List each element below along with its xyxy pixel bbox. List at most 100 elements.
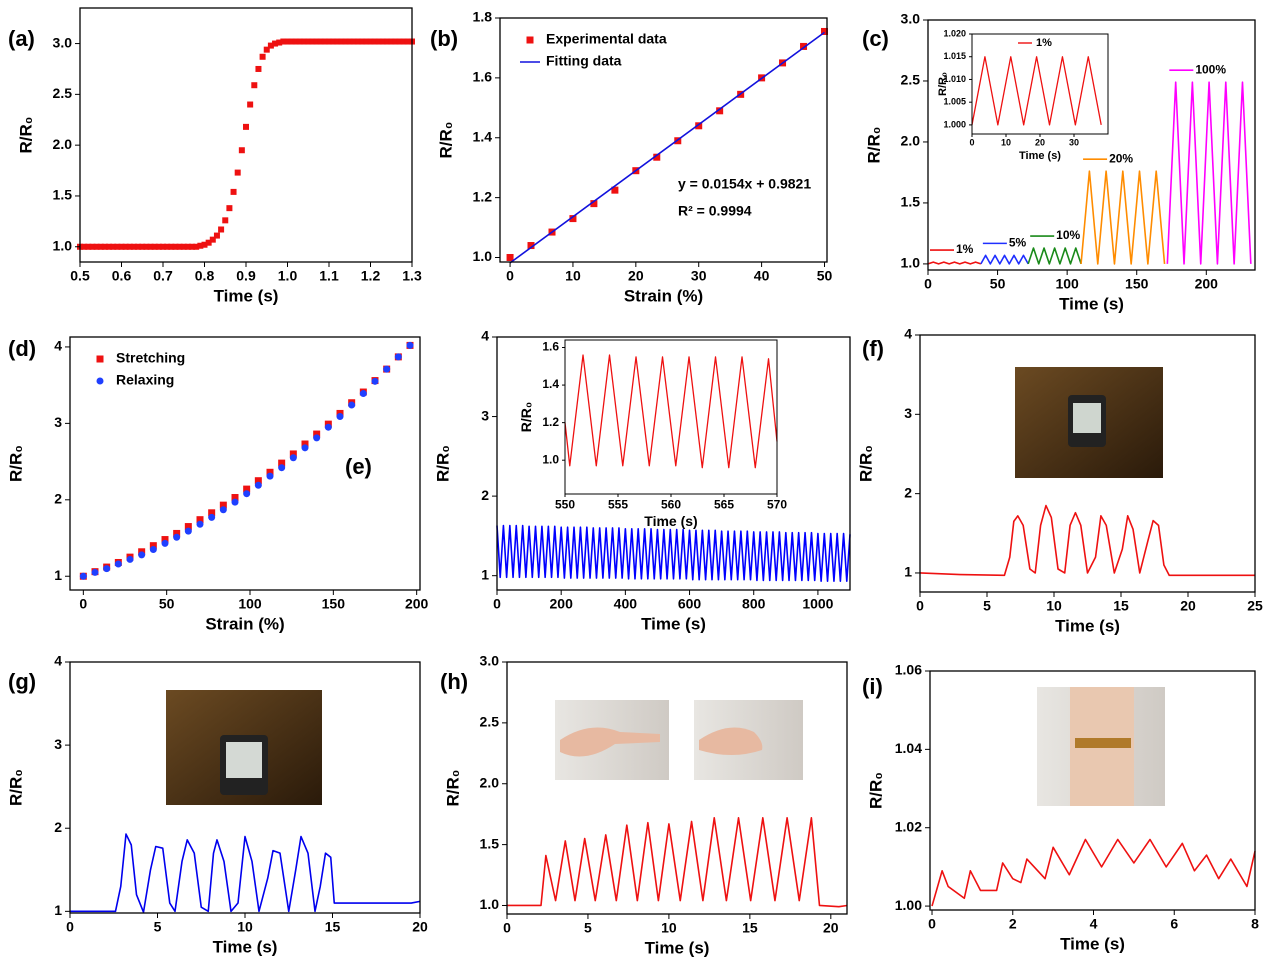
data-line	[919, 504, 1255, 577]
y-axis-title: R/R₀	[433, 445, 452, 482]
y-axis-title: R/R₀	[443, 770, 462, 807]
x-axis-title: Time (s)	[214, 286, 279, 305]
data-point	[326, 38, 332, 45]
data-point	[263, 46, 270, 53]
y-tick-label: 2	[481, 487, 489, 503]
x-tick-label: 1000	[802, 596, 833, 612]
x-tick-label: 1.0	[278, 268, 298, 284]
annotation: R² = 0.9994	[678, 203, 752, 219]
data-point	[189, 243, 196, 250]
data-point	[118, 243, 125, 250]
data-point	[196, 516, 204, 524]
data-point	[317, 38, 324, 45]
data-point	[346, 38, 353, 45]
data-point	[820, 27, 828, 35]
data-point	[126, 555, 134, 563]
x-tick-label: 10	[237, 919, 253, 935]
data-point	[289, 454, 297, 462]
x-tick-label: 0	[503, 920, 511, 936]
legend-label: 100%	[1195, 62, 1226, 76]
y-tick-label: 3	[54, 736, 62, 752]
data-line	[980, 254, 1029, 265]
x-tick-label: 20	[412, 919, 428, 935]
y-axis-title: R/R₀	[864, 127, 883, 164]
data-point	[371, 38, 378, 45]
panel-label: (h)	[440, 669, 468, 694]
data-point	[292, 38, 299, 45]
x-tick-label: 150	[1125, 276, 1149, 292]
data-point	[653, 153, 661, 161]
y-axis-title: R/R₀	[16, 117, 35, 154]
data-point	[396, 38, 403, 45]
plot-frame	[929, 670, 1256, 911]
data-point	[110, 243, 117, 250]
y-tick-label: 3.0	[901, 11, 921, 27]
data-point	[243, 490, 251, 498]
data-point	[313, 38, 320, 45]
legend-label: 20%	[1109, 151, 1133, 165]
data-point	[81, 243, 88, 250]
data-point	[205, 239, 212, 246]
data-point	[135, 243, 142, 250]
data-point	[254, 477, 262, 485]
y-tick-label: 1.00	[895, 897, 922, 913]
data-point	[288, 38, 295, 45]
data-point	[161, 539, 169, 547]
x-tick-label: 150	[322, 596, 346, 612]
data-point	[388, 38, 395, 45]
legend-label: Experimental data	[546, 31, 667, 47]
y-tick-label: 1.8	[473, 9, 493, 25]
data-point	[716, 107, 724, 115]
data-point	[384, 38, 391, 45]
x-tick-label: 4	[1090, 916, 1098, 932]
panel-label: (a)	[8, 26, 35, 51]
data-point	[267, 42, 274, 49]
x-tick-label: 0	[506, 268, 514, 284]
data-point	[371, 377, 379, 385]
x-tick-label: 10	[1046, 598, 1062, 614]
photo-h2	[694, 700, 803, 780]
plot-frame	[499, 17, 828, 263]
legend-label: Stretching	[116, 350, 185, 366]
data-point	[139, 243, 146, 250]
y-tick-label: 2.5	[901, 72, 921, 88]
data-point	[379, 38, 386, 45]
data-point	[218, 226, 225, 233]
x-tick-label: 20	[1180, 598, 1196, 614]
x-tick-label: 30	[691, 268, 707, 284]
y-tick-label: 1.015	[943, 51, 966, 61]
data-point	[79, 572, 87, 580]
y-tick-label: 1.02	[895, 818, 922, 834]
photo-g	[166, 690, 322, 805]
photo-h1	[555, 700, 669, 780]
y-tick-label: 4	[54, 653, 62, 669]
panel-label: (b)	[430, 26, 458, 51]
y-tick-label: 2	[54, 491, 62, 507]
data-point	[97, 243, 104, 250]
data-point	[122, 243, 129, 250]
data-point	[355, 38, 362, 45]
y-tick-label: 1.0	[542, 452, 559, 466]
x-tick-label: 10	[661, 920, 677, 936]
panel-label: (d)	[8, 336, 36, 361]
y-tick-label: 3.0	[53, 34, 73, 50]
x-tick-label: 550	[555, 498, 575, 512]
legend-symbol	[96, 377, 104, 385]
x-tick-label: 6	[1170, 916, 1178, 932]
data-point	[234, 169, 241, 176]
y-tick-label: 3	[904, 405, 912, 421]
data-point	[363, 38, 370, 45]
data-point	[296, 38, 303, 45]
data-point	[313, 434, 321, 442]
data-point	[151, 243, 158, 250]
y-axis-title: R/R₀	[866, 772, 885, 809]
annotation: y = 0.0154x + 0.9821	[678, 176, 811, 192]
data-line	[507, 817, 848, 908]
x-tick-label: 600	[678, 596, 702, 612]
data-line	[564, 354, 778, 469]
data-point	[259, 53, 266, 60]
data-line	[971, 56, 1102, 126]
data-point	[375, 38, 382, 45]
data-point	[164, 243, 171, 250]
x-tick-label: 1.2	[361, 268, 381, 284]
